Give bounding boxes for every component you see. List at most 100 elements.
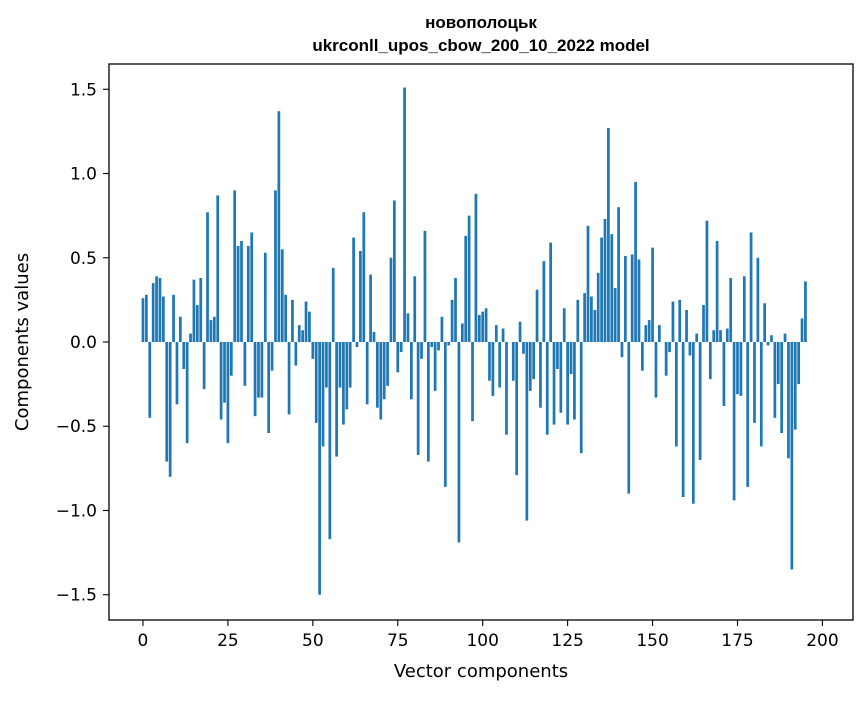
bar-128	[576, 300, 579, 342]
bar-89	[444, 342, 447, 487]
bar-195	[804, 281, 807, 342]
bar-93	[458, 342, 461, 543]
bar-167	[709, 342, 712, 379]
bar-92	[454, 278, 457, 342]
bar-123	[559, 342, 562, 413]
y-tick-label--1.5: −1.5	[56, 586, 97, 606]
bar-52	[318, 342, 321, 595]
bar-131	[587, 226, 590, 342]
bar-164	[699, 342, 702, 460]
bar-180	[753, 342, 756, 423]
bar-100	[481, 312, 484, 342]
bar-120	[549, 243, 552, 342]
bar-16	[196, 305, 199, 342]
bar-141	[621, 342, 624, 357]
bar-12	[182, 342, 185, 369]
bar-23	[220, 342, 223, 420]
bar-47	[301, 330, 304, 342]
bar-95	[464, 236, 467, 342]
bar-151	[655, 342, 658, 398]
bar-22	[216, 195, 219, 342]
bar-44	[291, 300, 294, 342]
bar-85	[430, 342, 433, 347]
bar-94	[461, 323, 464, 342]
bar-70	[379, 342, 382, 420]
bar-101	[485, 308, 488, 342]
bar-19	[206, 212, 209, 342]
bar-9	[172, 295, 175, 342]
bar-77	[403, 88, 406, 342]
bar-169	[716, 241, 719, 342]
bar-115	[532, 342, 535, 379]
bar-2	[148, 342, 151, 418]
y-tick-label-0.5: 0.5	[70, 249, 97, 269]
bar-105	[498, 342, 501, 387]
bar-82	[420, 342, 423, 359]
bar-54	[325, 342, 328, 387]
bar-113	[526, 342, 529, 521]
bar-21	[213, 317, 216, 342]
bar-90	[447, 342, 450, 345]
x-tick-label-25: 25	[217, 631, 239, 651]
chart-subtitle: ukrconll_upos_cbow_200_10_2022 model	[312, 36, 649, 55]
bar-132	[590, 297, 593, 342]
bar-157	[675, 342, 678, 446]
bar-190	[787, 342, 790, 458]
bar-10	[176, 342, 179, 404]
bar-127	[573, 342, 576, 420]
bar-74	[393, 200, 396, 342]
bar-14	[189, 334, 192, 342]
bar-149	[648, 320, 651, 342]
bar-171	[723, 342, 726, 406]
bar-26	[230, 342, 233, 376]
bar-55	[328, 342, 331, 539]
bar-162	[692, 342, 695, 504]
bar-139	[614, 288, 617, 342]
bar-118	[542, 261, 545, 342]
bar-160	[685, 310, 688, 342]
bar-31	[247, 246, 250, 342]
bar-189	[784, 334, 787, 342]
bar-97	[471, 342, 474, 421]
bar-185	[770, 335, 773, 342]
bar-18	[203, 342, 206, 389]
bar-76	[400, 342, 403, 352]
bar-45	[294, 342, 297, 366]
bar-33	[254, 342, 257, 416]
x-tick-label-0: 0	[138, 631, 149, 651]
bar-172	[726, 329, 729, 342]
bar-98	[475, 194, 478, 342]
bar-178	[746, 342, 749, 487]
bar-176	[740, 342, 743, 396]
bar-145	[634, 182, 637, 342]
bar-41	[281, 249, 284, 342]
bar-174	[733, 342, 736, 500]
bar-181	[757, 258, 760, 342]
bar-35	[261, 342, 264, 398]
bar-5	[159, 278, 162, 342]
bar-13	[186, 342, 189, 443]
bar-27	[233, 190, 236, 342]
bar-29	[240, 241, 243, 342]
bar-112	[522, 342, 525, 354]
bar-134	[597, 273, 600, 342]
bar-154	[665, 342, 668, 376]
bar-36	[264, 253, 267, 342]
bar-81	[417, 342, 420, 455]
x-tick-label-75: 75	[387, 631, 409, 651]
bar-138	[610, 234, 613, 342]
bar-32	[250, 232, 253, 342]
bar-165	[702, 305, 705, 342]
bar-65	[362, 212, 365, 342]
bar-126	[570, 342, 573, 374]
bar-135	[600, 238, 603, 342]
bar-0	[142, 298, 145, 342]
y-axis-label: Components values	[12, 253, 33, 431]
bar-194	[801, 318, 804, 342]
bar-37	[267, 342, 270, 433]
y-tick-label--0.5: −0.5	[56, 417, 97, 437]
bar-38	[271, 342, 274, 371]
bar-186	[774, 342, 777, 418]
bar-75	[396, 342, 399, 372]
